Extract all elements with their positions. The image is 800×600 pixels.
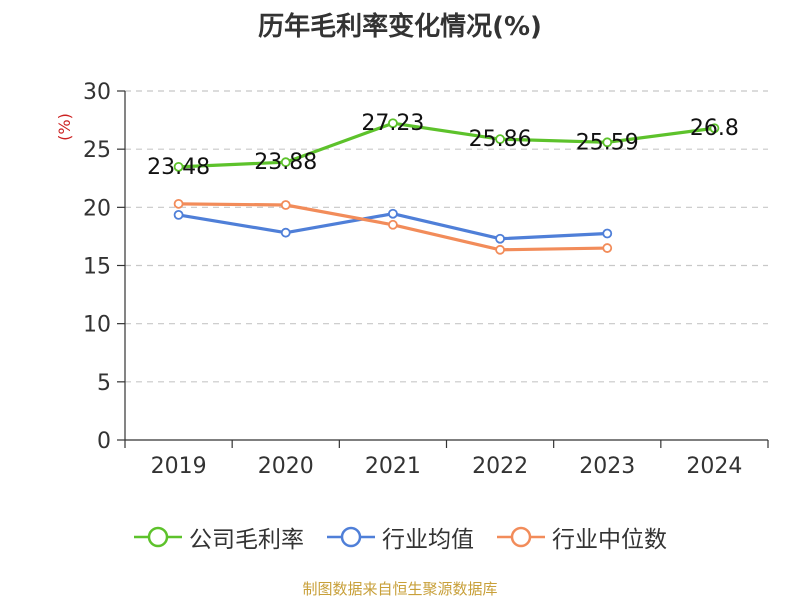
data-point-2 [173, 198, 184, 209]
x-tick-label: 2023 [579, 454, 635, 479]
y-tick-label: 5 [97, 371, 111, 396]
data-label: 27.23 [361, 111, 424, 136]
legend-label: 公司毛利率 [189, 527, 304, 553]
data-point-1 [495, 233, 505, 244]
y-tick-label: 25 [83, 138, 111, 163]
data-point-0 [709, 123, 720, 134]
legend-label: 行业中位数 [552, 527, 667, 553]
source-note: 制图数据来自恒生聚源数据库 [302, 580, 498, 598]
data-point-1 [602, 228, 613, 239]
axes: 0 5 10 15 20 25 30 2019 2020 2021 2022 2023 2024 (%) [55, 80, 769, 479]
data-point-2 [388, 219, 398, 230]
gridlines [125, 90, 768, 383]
legend-marker-icon [134, 526, 182, 548]
data-point-2 [495, 244, 505, 255]
legend-marker-icon [497, 526, 545, 548]
x-tick-label: 2021 [365, 454, 421, 479]
data-point-0 [495, 134, 505, 145]
data-label: 23.48 [147, 155, 210, 180]
data-point-0 [602, 137, 613, 148]
y-tick-label: 30 [83, 80, 111, 105]
legend-item-1[interactable]: 行业均值 [326, 520, 474, 554]
data-point-2 [602, 243, 613, 253]
data-point-0 [388, 118, 398, 129]
legend-item-2[interactable]: 行业中位数 [496, 520, 667, 554]
chart-title: 历年毛利率变化情况(%) [258, 12, 542, 42]
legend: 公司毛利率 行业均值 行业中位数 [0, 519, 800, 555]
data-point-1 [173, 209, 184, 220]
legend-marker-icon [327, 526, 375, 548]
y-tick-label: 15 [83, 255, 111, 280]
y-axis-label: (%) [55, 113, 74, 141]
x-tick-label: 2022 [472, 454, 528, 479]
data-point-2 [280, 200, 291, 210]
series [173, 118, 720, 255]
legend-label: 行业均值 [382, 527, 474, 553]
data-point-0 [173, 161, 184, 172]
y-tick-label: 10 [83, 313, 111, 338]
series-line-0 [178, 121, 715, 169]
data-point-1 [280, 227, 291, 238]
y-tick-label: 0 [97, 429, 111, 454]
data-label: 25.59 [576, 130, 639, 155]
x-tick-label: 2019 [151, 454, 207, 479]
x-tick-label: 2020 [258, 454, 314, 479]
data-label: 26.8 [690, 116, 739, 141]
data-point-1 [388, 208, 398, 219]
legend-item-0[interactable]: 公司毛利率 [133, 520, 304, 554]
data-point-0 [280, 157, 291, 168]
data-label: 23.88 [254, 150, 317, 175]
x-tick-label: 2024 [686, 454, 742, 479]
y-tick-label: 20 [83, 196, 111, 221]
data-labels: 23.48 23.88 27.23 25.86 25.59 26.8 [147, 111, 739, 180]
data-label: 25.86 [469, 127, 532, 152]
